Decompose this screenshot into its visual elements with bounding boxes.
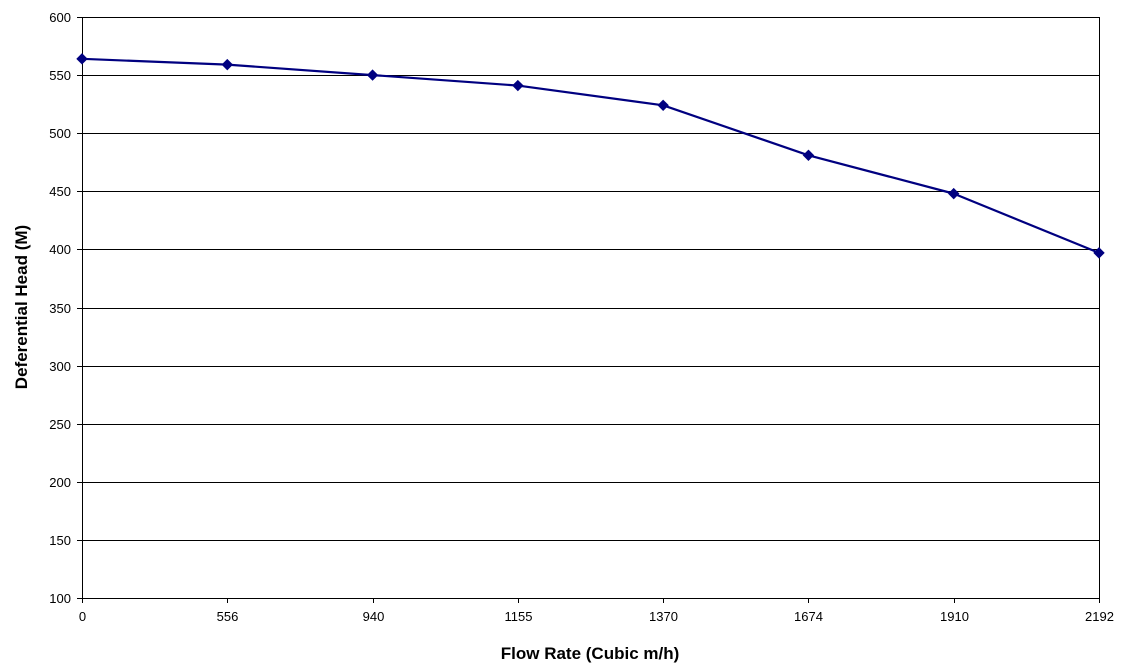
series-line bbox=[82, 59, 1099, 253]
x-tick-label: 1370 bbox=[649, 609, 678, 624]
x-tick-label: 0 bbox=[79, 609, 86, 624]
x-tick-label: 940 bbox=[363, 609, 385, 624]
y-tick-label: 600 bbox=[49, 10, 71, 25]
y-axis-title: Deferential Head (M) bbox=[12, 225, 31, 389]
x-tick-labels: 0 556 940 1155 1370 1674 1910 2192 bbox=[79, 609, 1114, 624]
data-point-marker bbox=[513, 81, 523, 91]
data-point-marker bbox=[803, 150, 813, 160]
x-tick-label: 556 bbox=[217, 609, 239, 624]
data-point-marker bbox=[949, 189, 959, 199]
data-point-marker bbox=[658, 100, 668, 110]
y-tick-label: 150 bbox=[49, 533, 71, 548]
x-tick-label: 1910 bbox=[940, 609, 969, 624]
x-axis-title: Flow Rate (Cubic m/h) bbox=[501, 644, 680, 663]
x-tick-label: 1674 bbox=[794, 609, 823, 624]
series bbox=[77, 54, 1104, 258]
x-tick-label: 1155 bbox=[505, 609, 533, 624]
y-tick-label: 300 bbox=[49, 359, 71, 374]
y-tick-label: 200 bbox=[49, 475, 71, 490]
y-tick-label: 400 bbox=[49, 242, 71, 257]
axes bbox=[77, 18, 1100, 604]
gridlines bbox=[82, 18, 1099, 599]
data-point-marker bbox=[368, 70, 378, 80]
y-tick-label: 550 bbox=[49, 68, 71, 83]
x-tick-label: 2192 bbox=[1085, 609, 1114, 624]
data-point-marker bbox=[77, 54, 87, 64]
y-tick-label: 350 bbox=[49, 301, 71, 316]
data-point-marker bbox=[222, 60, 232, 70]
y-tick-label: 250 bbox=[49, 417, 71, 432]
y-tick-label: 500 bbox=[49, 126, 71, 141]
y-tick-label: 100 bbox=[49, 591, 71, 606]
y-tick-label: 450 bbox=[49, 184, 71, 199]
y-tick-labels: 100 150 200 250 300 350 400 450 500 550 600 bbox=[49, 10, 71, 606]
